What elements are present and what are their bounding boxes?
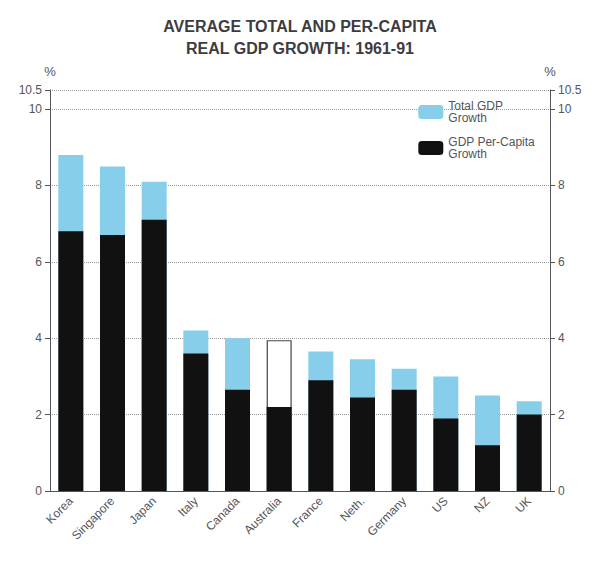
svg-text:AVERAGE TOTAL AND PER-CAPITA: AVERAGE TOTAL AND PER-CAPITA [163,18,437,35]
svg-text:6: 6 [35,255,42,269]
svg-text:Japan: Japan [126,494,159,527]
svg-text:%: % [544,64,556,79]
svg-text:Korea: Korea [43,494,76,527]
svg-text:0: 0 [35,484,42,498]
svg-text:Canada: Canada [203,494,243,534]
svg-text:UK: UK [512,494,534,516]
svg-text:2: 2 [558,408,565,422]
svg-text:4: 4 [35,331,42,345]
svg-text:10: 10 [558,102,572,116]
svg-text:GDP Per-Capita: GDP Per-Capita [448,135,535,149]
svg-text:Australia: Australia [241,494,284,537]
svg-text:REAL GDP GROWTH: 1961-91: REAL GDP GROWTH: 1961-91 [186,40,414,57]
svg-text:NZ: NZ [471,494,492,515]
svg-text:Growth: Growth [448,147,487,161]
svg-text:0: 0 [558,484,565,498]
svg-text:6: 6 [558,255,565,269]
svg-text:2: 2 [35,408,42,422]
svg-text:Growth: Growth [448,111,487,125]
svg-text:France: France [289,494,326,531]
svg-text:10.5: 10.5 [558,83,582,97]
svg-text:Neth.: Neth. [337,494,367,524]
svg-text:8: 8 [558,178,565,192]
svg-text:Singapore: Singapore [69,494,118,543]
svg-text:10: 10 [29,102,43,116]
svg-text:10.5: 10.5 [19,83,43,97]
svg-text:Germany: Germany [364,494,409,539]
svg-text:US: US [429,494,451,516]
svg-text:Italy: Italy [175,494,200,519]
svg-text:4: 4 [558,331,565,345]
svg-text:Total GDP: Total GDP [448,99,503,113]
svg-text:8: 8 [35,178,42,192]
svg-text:%: % [44,64,56,79]
